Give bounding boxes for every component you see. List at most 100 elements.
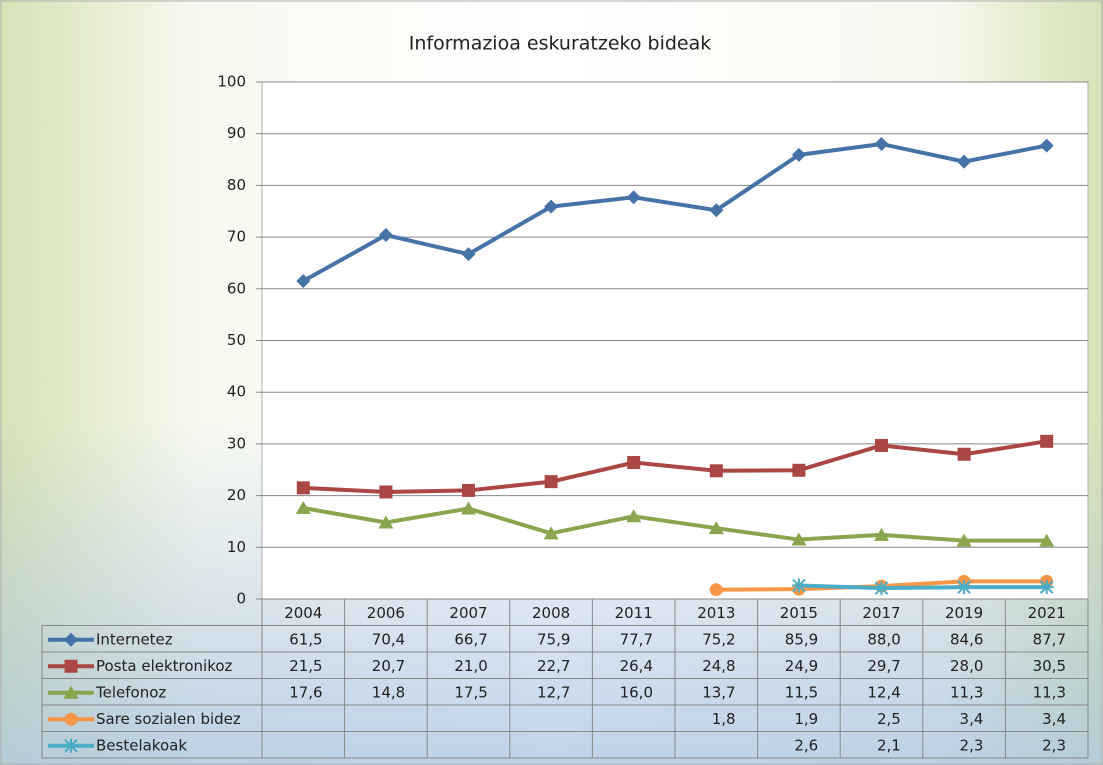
value-label: 21,5 [289,657,322,675]
value-label: 2,1 [877,736,901,754]
value-label: 28,0 [950,657,983,675]
data-point [874,137,889,152]
data-point [791,147,806,162]
y-tick-label: 0 [236,590,246,608]
legend-marker [64,659,78,673]
value-label: 11,3 [950,683,983,701]
value-label: 2,3 [1042,736,1066,754]
data-point [462,483,475,497]
value-label: 2,6 [794,736,818,754]
legend-label: Internetez [96,630,173,648]
y-tick-label: 70 [227,228,246,246]
value-label: 1,8 [712,710,736,728]
legend-marker [63,685,79,699]
value-label: 2,5 [877,710,901,728]
value-label: 22,7 [537,657,570,675]
value-label: 11,5 [785,683,818,701]
data-point [709,464,723,478]
value-label: 24,9 [785,657,818,675]
data-point [543,526,559,540]
data-point [957,154,972,169]
legend-label: Sare sozialen bidez [96,710,241,728]
data-point [544,199,559,214]
value-label: 14,8 [372,683,405,701]
value-label: 70,4 [372,630,405,648]
value-label: 61,5 [289,630,322,648]
value-label: 26,4 [620,657,653,675]
x-tick-label: 2021 [1028,604,1066,622]
series-line [303,439,1048,494]
data-point [461,247,476,262]
data-point [461,501,476,515]
legend-marker [64,632,78,647]
series-line [302,142,1048,283]
data-point [874,581,889,596]
value-label: 2,3 [960,736,984,754]
value-label: 12,7 [537,683,570,701]
data-point [378,515,394,529]
y-tick-label: 90 [227,124,246,142]
chart-title: Informazioa eskuratzeko bideak [409,33,712,55]
y-tick-label: 10 [227,538,246,556]
data-point [296,481,310,495]
y-tick-label: 20 [227,486,246,504]
data-point [1039,138,1054,153]
value-label: 66,7 [454,630,487,648]
data-point [627,456,641,470]
x-tick-label: 2006 [367,604,405,622]
value-label: 20,7 [372,657,405,675]
y-tick-label: 40 [227,383,246,401]
data-point [957,447,971,461]
data-point [791,578,806,593]
value-label: 11,3 [1033,683,1066,701]
data-point [295,501,311,515]
x-tick-label: 2019 [945,604,983,622]
value-label: 30,5 [1033,657,1066,675]
value-label: 21,0 [454,657,487,675]
data-point [708,521,724,535]
series-line [798,583,1047,591]
data-point [378,228,393,243]
data-point [296,274,311,289]
value-label: 3,4 [960,710,984,728]
value-label: 84,6 [950,630,983,648]
value-label: 88,0 [867,630,900,648]
data-point [1039,533,1055,547]
legend-label: Posta elektronikoz [96,657,233,675]
y-tick-label: 60 [227,279,246,297]
data-point [791,532,807,546]
data-point [709,203,724,218]
x-tick-label: 2017 [862,604,900,622]
value-label: 17,5 [454,683,487,701]
data-point [379,485,393,499]
value-label: 3,4 [1042,710,1066,728]
x-tick-label: 2007 [449,604,487,622]
data-point [709,583,723,597]
legend-label: Bestelakoak [96,736,187,754]
y-tick-label: 100 [217,73,246,91]
value-label: 17,6 [289,683,322,701]
data-point [626,509,642,523]
legend-marker [64,712,78,726]
value-label: 75,9 [537,630,570,648]
data-point [875,438,888,452]
data-point [792,463,806,477]
data-point [626,190,641,205]
value-label: 29,7 [867,657,900,675]
value-label: 77,7 [620,630,653,648]
x-tick-label: 2004 [284,604,322,622]
legend-marker [64,738,78,753]
data-point [956,533,972,547]
y-tick-label: 50 [227,331,246,349]
x-tick-label: 2013 [697,604,735,622]
series-line [302,506,1047,543]
value-label: 12,4 [867,683,900,701]
y-tick-label: 80 [227,176,246,194]
data-point [957,580,972,595]
value-label: 1,9 [794,710,818,728]
x-tick-label: 2008 [532,604,570,622]
data-point [874,527,889,541]
legend-label: Telefonoz [95,683,166,701]
